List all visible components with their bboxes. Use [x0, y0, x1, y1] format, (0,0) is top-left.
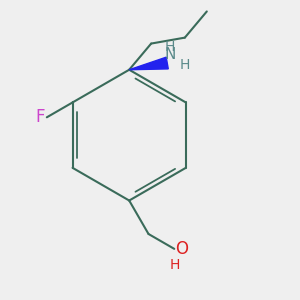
- Text: O: O: [175, 240, 188, 258]
- Polygon shape: [129, 57, 168, 70]
- Text: N: N: [164, 46, 176, 62]
- Text: F: F: [35, 108, 44, 126]
- Text: H: H: [180, 58, 190, 72]
- Text: H: H: [164, 40, 175, 54]
- Text: H: H: [170, 258, 180, 272]
